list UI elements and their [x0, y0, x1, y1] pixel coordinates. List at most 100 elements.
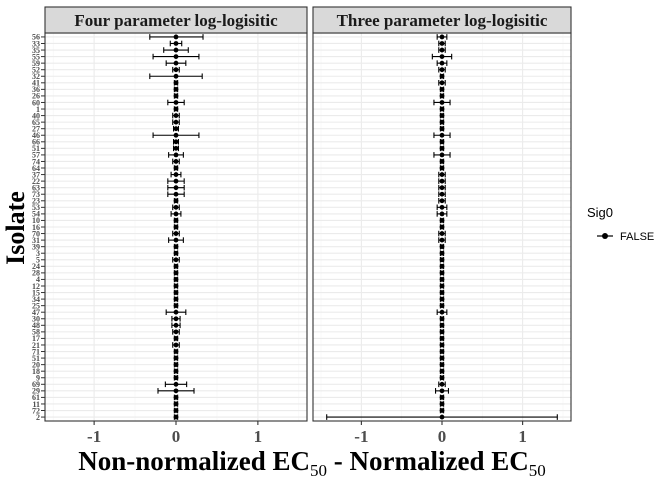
data-point: [173, 355, 179, 361]
data-point-group: [173, 374, 179, 381]
data-point: [439, 414, 445, 420]
data-point: [439, 336, 445, 341]
data-point: [439, 41, 445, 46]
data-point-group: [436, 309, 448, 316]
data-point-group: [170, 211, 182, 217]
data-point-group: [173, 302, 179, 309]
data-point: [439, 218, 445, 223]
data-point: [439, 244, 445, 250]
data-point-group: [173, 394, 179, 401]
data-point-group: [172, 66, 180, 73]
y-tick-label: 3: [36, 249, 40, 258]
y-tick-label: 66: [32, 138, 40, 147]
data-point: [439, 145, 445, 151]
x-axis-title-subscript-1: 50: [310, 461, 327, 480]
y-tick-label: 69: [32, 380, 40, 389]
data-point: [173, 329, 179, 335]
data-point: [173, 342, 179, 348]
y-tick-label: 35: [32, 46, 40, 55]
data-point-group: [173, 93, 179, 99]
y-tick-label: 22: [32, 177, 40, 186]
data-point-group: [439, 283, 445, 289]
data-point: [173, 309, 179, 315]
data-point: [173, 211, 179, 217]
y-tick-label: 33: [32, 39, 40, 48]
data-point-group: [163, 47, 189, 53]
x-axis-title-middle: - Normalized EC: [327, 446, 529, 476]
data-point: [439, 106, 445, 112]
data-point: [173, 381, 179, 387]
data-point-group: [439, 217, 445, 224]
data-point: [173, 106, 179, 112]
data-point-group: [436, 60, 448, 66]
panel-2: Three parameter log-logisitic -1 0 1: [312, 6, 572, 446]
data-point: [439, 349, 445, 354]
data-point-group: [433, 152, 451, 158]
data-point: [439, 231, 445, 236]
facet-strip-title: Three parameter log-logisitic: [337, 11, 548, 30]
data-point-group: [173, 407, 179, 414]
data-point: [173, 198, 179, 204]
data-point-group: [439, 401, 445, 407]
data-point: [439, 152, 445, 158]
data-point-group: [172, 230, 180, 237]
y-tick-label: 55: [32, 52, 40, 61]
legend-label-false: FALSE: [620, 231, 654, 243]
data-point-group: [172, 158, 180, 165]
y-tick-label: 63: [32, 183, 40, 192]
data-point: [173, 159, 179, 164]
data-point-group: [171, 322, 181, 329]
facet-strip: [44, 6, 308, 34]
data-point: [173, 257, 179, 263]
y-tick-label: 37: [32, 170, 40, 179]
data-point-group: [439, 322, 445, 329]
data-point-group: [438, 230, 446, 237]
data-point-group: [439, 368, 445, 374]
data-point-group: [173, 296, 179, 302]
y-tick-label: 24: [32, 262, 40, 271]
data-point-group: [438, 80, 446, 86]
data-point: [439, 224, 445, 230]
data-point: [439, 113, 445, 118]
data-point-group: [173, 243, 179, 250]
y-tick-label: 41: [32, 79, 40, 88]
data-point: [173, 185, 179, 191]
data-point: [439, 178, 445, 184]
data-point-group: [173, 361, 179, 368]
legend: Sig0 FALSE: [587, 205, 654, 243]
data-point: [439, 270, 445, 276]
data-point-group: [439, 348, 445, 355]
data-point-group: [439, 361, 445, 368]
data-point-group: [149, 34, 204, 40]
data-point: [173, 60, 179, 66]
data-point-group: [165, 309, 187, 316]
data-point: [439, 80, 445, 86]
y-tick-label: 26: [32, 92, 40, 101]
data-point-group: [433, 99, 451, 106]
data-point: [173, 80, 179, 86]
data-point: [439, 388, 445, 394]
data-point-group: [173, 86, 179, 93]
data-point-group: [439, 302, 445, 309]
y-tick-label: 73: [32, 190, 40, 199]
y-tick-label: 46: [32, 131, 40, 140]
data-point-group: [170, 171, 182, 178]
data-point-group: [172, 125, 180, 132]
data-point-group: [172, 145, 180, 152]
data-point-group: [173, 335, 179, 342]
data-point-group: [439, 119, 445, 125]
data-point-group: [439, 329, 445, 335]
data-point: [439, 100, 445, 105]
data-point-group: [149, 73, 203, 80]
data-point-group: [439, 374, 445, 381]
x-axis-title-subscript-2: 50: [529, 461, 546, 480]
data-point-group: [439, 145, 445, 152]
y-tick-label: 51: [32, 144, 40, 153]
y-tick-label: 51: [32, 354, 40, 363]
data-point: [439, 375, 445, 381]
y-tick-label: 17: [32, 334, 40, 343]
y-tick-label: 31: [32, 236, 40, 245]
data-point-group: [439, 276, 445, 283]
data-point-group: [438, 40, 446, 47]
